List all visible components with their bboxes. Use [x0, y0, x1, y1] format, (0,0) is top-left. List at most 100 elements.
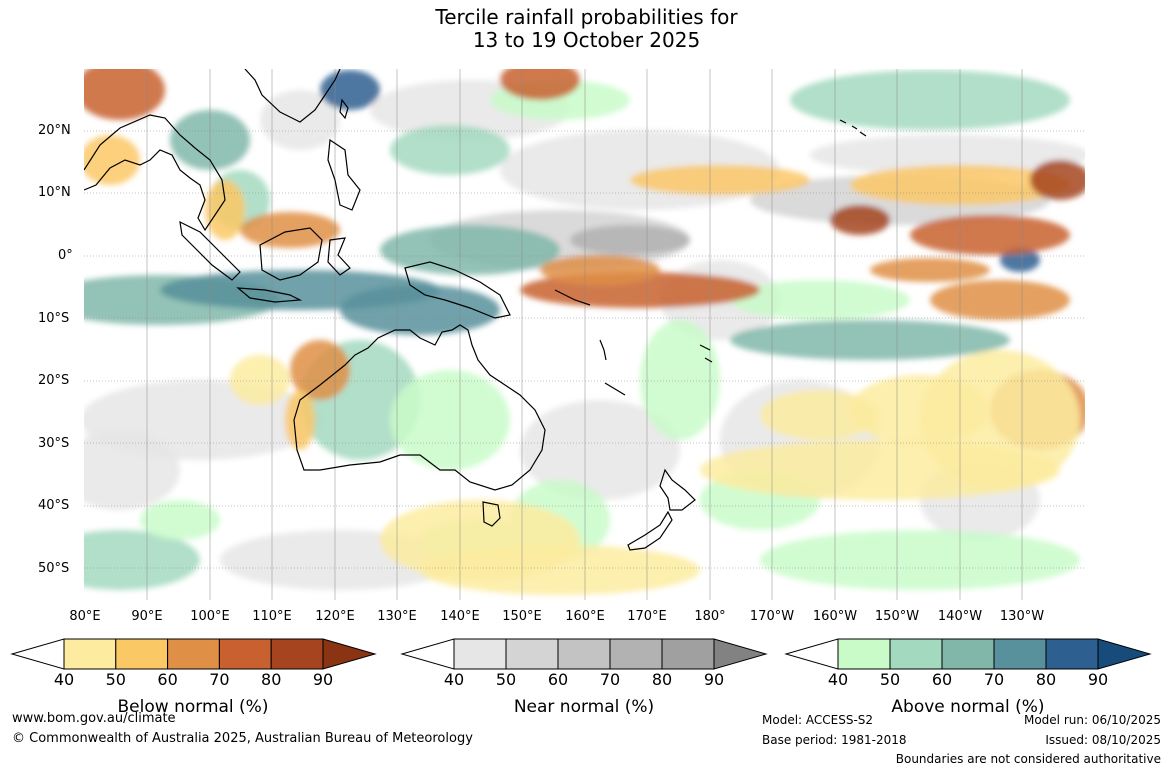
probability-blob: [760, 530, 1080, 590]
probability-blob: [730, 280, 910, 320]
colorbar-above-tick: 60: [931, 670, 953, 689]
probability-blob: [1030, 160, 1085, 200]
colorbar-below-segment: [270, 638, 324, 670]
colorbar-below-segment: [115, 638, 169, 670]
colorbar-above-tick: 40: [827, 670, 849, 689]
colorbar-above-low-arrow: [784, 638, 839, 670]
colorbars: [10, 638, 1152, 670]
gridlines: [84, 69, 1085, 600]
colorbar-near-tick: 80: [651, 670, 673, 689]
probability-blob: [910, 215, 1070, 255]
colorbar-below-tick: 50: [105, 670, 126, 689]
lat-label-20n: 20°N: [38, 123, 71, 138]
colorbar-below-tick: 90: [312, 670, 334, 689]
colorbar-near-segment: [661, 638, 715, 670]
java-coastline: [236, 287, 303, 303]
lon-label-160e: 160°E: [565, 609, 605, 624]
colorbar-above-segment: [941, 638, 995, 670]
colorbar-above-tick: 70: [983, 670, 1005, 689]
colorbar-below-high-arrow: [322, 638, 377, 670]
model-name: Model: ACCESS-S2: [762, 713, 874, 727]
lon-label-120e: 120°E: [315, 609, 355, 624]
sumatra-coastline: [179, 220, 241, 281]
se-asia-coastline: [84, 114, 226, 232]
lon-label-150w: 150°W: [874, 609, 920, 624]
colorbar-below-segment: [63, 638, 117, 670]
probability-blob: [540, 255, 660, 285]
coastlines: [84, 69, 867, 551]
colorbar-below-segment: [167, 638, 220, 670]
map-area: [84, 69, 1085, 600]
colorbar-near-tick: 60: [547, 670, 569, 689]
probability-blob: [640, 320, 720, 440]
website-link[interactable]: www.bom.gov.au/climate: [12, 711, 176, 726]
probability-blob: [205, 180, 245, 240]
probability-blob: [790, 70, 1070, 130]
lon-label-180: 180°: [694, 609, 726, 624]
lat-label-30s: 30°S: [38, 436, 70, 451]
colorbar-above-tick: 80: [1035, 670, 1057, 689]
colorbar-below-tick: 80: [261, 670, 282, 689]
probability-blob: [830, 205, 890, 235]
issued-date: Issued: 08/10/2025: [1045, 733, 1161, 747]
colorbar-below-low-arrow: [10, 638, 65, 670]
probability-blob: [140, 500, 220, 540]
colorbar-above-tick: 90: [1087, 670, 1109, 689]
tasmania-coastline: [482, 501, 501, 527]
colorbar-below-tick: 70: [209, 670, 230, 689]
probability-blob: [84, 135, 140, 185]
legend-title-near: Near normal (%): [513, 697, 655, 717]
lon-label-170w: 170°W: [749, 609, 795, 624]
taiwan-coastline: [339, 98, 349, 120]
colorbar-above-segment: [993, 638, 1047, 670]
probability-blob: [500, 69, 580, 100]
map-title-line1: Tercile rainfall probabilities for: [435, 5, 738, 29]
colorbar-below-tick: 60: [157, 670, 178, 689]
legend-title-below: Below normal (%): [117, 697, 269, 717]
legend-title-above: Above normal (%): [891, 697, 1045, 717]
sulawesi-coastline: [327, 237, 351, 276]
colorbar-near-high-arrow: [713, 638, 768, 670]
probability-blob: [260, 90, 340, 150]
lat-label-20s: 20°S: [38, 373, 70, 388]
probability-blob: [870, 258, 990, 282]
probability-blob: [240, 212, 340, 248]
philippines-coastline: [327, 138, 361, 211]
lon-label-130w: 130°W: [999, 609, 1045, 624]
colorbar-above-high-arrow: [1097, 638, 1152, 670]
lon-label-90e: 90°E: [131, 609, 163, 624]
new-guinea-coastline: [404, 261, 511, 319]
lon-label-130e: 130°E: [377, 609, 417, 624]
lon-label-150e: 150°E: [502, 609, 542, 624]
probability-blob: [700, 440, 1060, 500]
borneo-coastline: [259, 227, 323, 281]
probability-blob: [420, 545, 700, 595]
colorbar-above-tick: 50: [879, 670, 901, 689]
boundaries-note: Boundaries are not considered authoritat…: [895, 752, 1161, 766]
colorbar-above-segment: [1045, 638, 1099, 670]
probability-blob: [380, 225, 560, 275]
probability-blob: [230, 355, 290, 405]
colorbar-near-segment: [609, 638, 663, 670]
base-period: Base period: 1981-2018: [762, 733, 907, 747]
colorbar-near-low-arrow: [400, 638, 455, 670]
probability-blob: [730, 320, 1010, 360]
lon-label-110e: 110°E: [252, 609, 292, 624]
colorbar-near-segment: [505, 638, 559, 670]
lat-label-10s: 10°S: [38, 311, 70, 326]
lon-label-170e: 170°E: [627, 609, 667, 624]
lon-label-100e: 100°E: [190, 609, 230, 624]
colorbar-above-segment: [837, 638, 891, 670]
probability-blob: [390, 370, 510, 470]
lon-label-160w: 160°W: [812, 609, 858, 624]
probability-blob: [760, 390, 880, 440]
new-zealand-north-coastline: [659, 468, 696, 511]
vanuatu-islands: [599, 339, 607, 361]
probability-blob: [930, 280, 1070, 320]
colorbar-below-segment: [218, 638, 272, 670]
probability-blob: [84, 530, 200, 590]
probability-blob: [84, 69, 165, 120]
colorbar-near-segment: [453, 638, 507, 670]
solomon-islands: [554, 289, 591, 306]
new-zealand-south-coastline: [627, 510, 673, 551]
